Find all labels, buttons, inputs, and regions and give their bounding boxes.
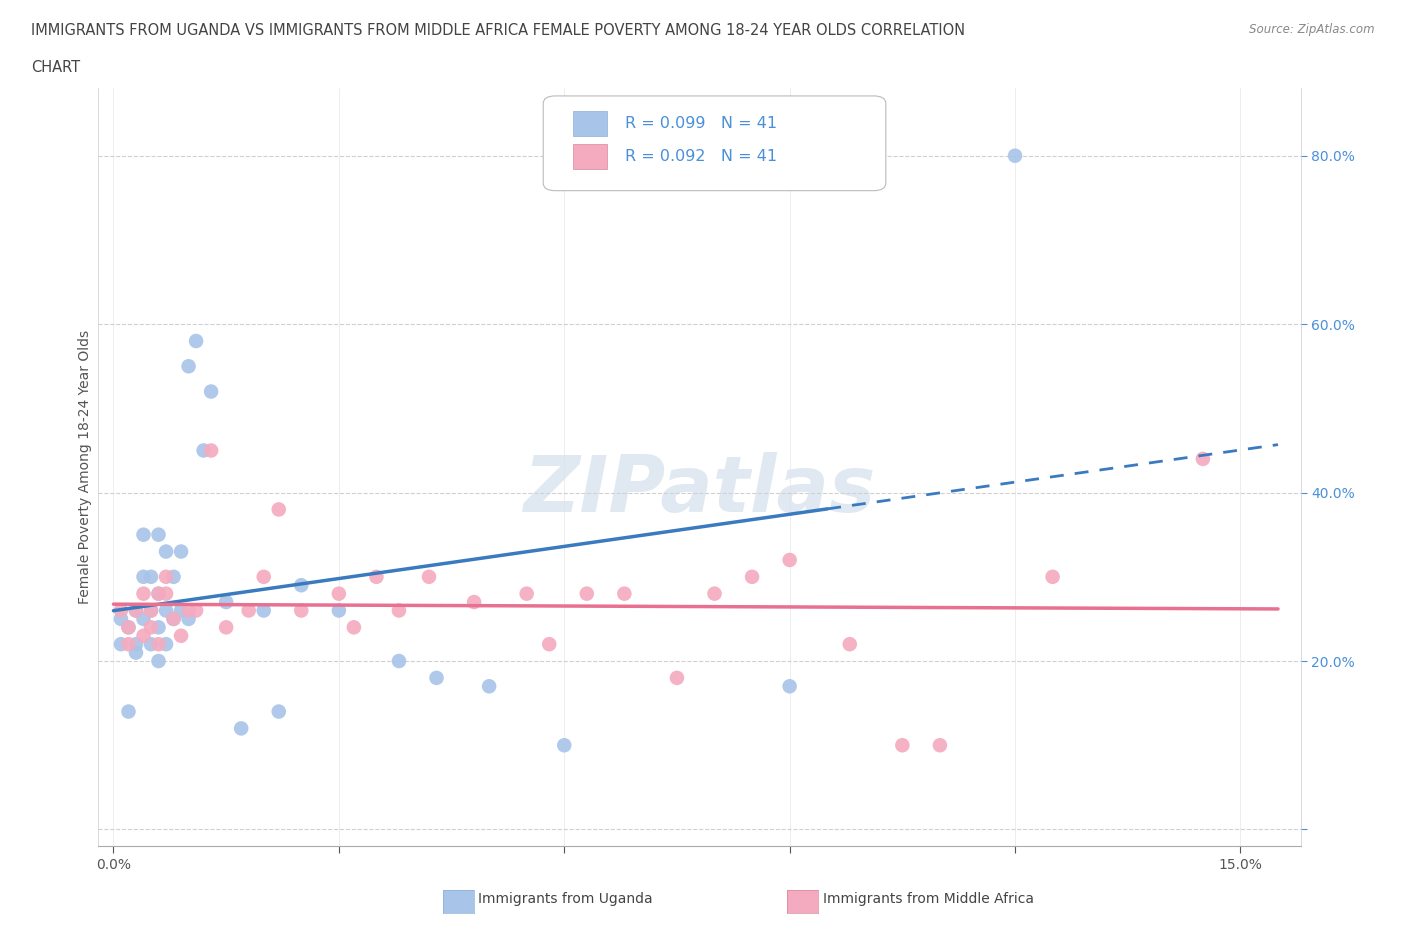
FancyBboxPatch shape bbox=[574, 144, 607, 169]
Text: R = 0.099   N = 41: R = 0.099 N = 41 bbox=[624, 116, 778, 131]
Point bbox=[267, 704, 290, 719]
Point bbox=[148, 586, 170, 601]
Point bbox=[132, 629, 155, 644]
Point bbox=[665, 671, 688, 685]
Point bbox=[703, 586, 725, 601]
Point bbox=[117, 620, 139, 635]
Point bbox=[1192, 451, 1215, 466]
Point bbox=[215, 620, 238, 635]
Point bbox=[253, 569, 276, 584]
Point bbox=[388, 603, 411, 618]
Point bbox=[575, 586, 598, 601]
Point bbox=[388, 654, 411, 669]
Point bbox=[125, 603, 148, 618]
Point bbox=[613, 586, 636, 601]
Point bbox=[170, 603, 193, 618]
Point bbox=[328, 586, 350, 601]
FancyBboxPatch shape bbox=[574, 111, 607, 136]
Point bbox=[139, 603, 162, 618]
Point bbox=[139, 637, 162, 652]
Point bbox=[155, 603, 177, 618]
Point bbox=[184, 334, 207, 349]
Point bbox=[1042, 569, 1064, 584]
Point bbox=[200, 443, 222, 458]
Point bbox=[155, 569, 177, 584]
Point bbox=[253, 603, 276, 618]
Point bbox=[155, 544, 177, 559]
Text: CHART: CHART bbox=[31, 60, 80, 75]
Point bbox=[125, 603, 148, 618]
Point bbox=[553, 737, 575, 752]
Text: Immigrants from Uganda: Immigrants from Uganda bbox=[478, 892, 652, 907]
Point bbox=[132, 569, 155, 584]
Point bbox=[148, 620, 170, 635]
Point bbox=[170, 629, 193, 644]
Point bbox=[117, 637, 139, 652]
Point bbox=[193, 443, 215, 458]
Point bbox=[1004, 148, 1026, 163]
Point bbox=[267, 502, 290, 517]
Point bbox=[125, 637, 148, 652]
Point bbox=[148, 586, 170, 601]
Point bbox=[290, 603, 312, 618]
Point bbox=[231, 721, 253, 736]
Text: ZIPatlas: ZIPatlas bbox=[523, 452, 876, 528]
Point bbox=[125, 645, 148, 660]
Point bbox=[139, 569, 162, 584]
Point bbox=[928, 737, 950, 752]
Point bbox=[838, 637, 860, 652]
Y-axis label: Female Poverty Among 18-24 Year Olds: Female Poverty Among 18-24 Year Olds bbox=[77, 330, 91, 604]
Point bbox=[200, 384, 222, 399]
Point bbox=[110, 603, 132, 618]
Point bbox=[139, 620, 162, 635]
Point bbox=[177, 359, 200, 374]
Point bbox=[891, 737, 914, 752]
Point bbox=[110, 612, 132, 627]
Point bbox=[463, 594, 485, 609]
Point bbox=[177, 612, 200, 627]
Point bbox=[418, 569, 440, 584]
Point bbox=[132, 612, 155, 627]
Point bbox=[425, 671, 447, 685]
Point bbox=[155, 586, 177, 601]
Point bbox=[741, 569, 763, 584]
Point bbox=[538, 637, 561, 652]
Point bbox=[779, 679, 801, 694]
Point bbox=[132, 586, 155, 601]
Text: Source: ZipAtlas.com: Source: ZipAtlas.com bbox=[1250, 23, 1375, 36]
Point bbox=[478, 679, 501, 694]
Point bbox=[117, 620, 139, 635]
Point bbox=[290, 578, 312, 592]
Point bbox=[215, 594, 238, 609]
Text: IMMIGRANTS FROM UGANDA VS IMMIGRANTS FROM MIDDLE AFRICA FEMALE POVERTY AMONG 18-: IMMIGRANTS FROM UGANDA VS IMMIGRANTS FRO… bbox=[31, 23, 965, 38]
Point bbox=[162, 612, 184, 627]
Point bbox=[328, 603, 350, 618]
Point bbox=[162, 612, 184, 627]
Point bbox=[148, 654, 170, 669]
Point bbox=[132, 527, 155, 542]
Point bbox=[148, 527, 170, 542]
Text: Immigrants from Middle Africa: Immigrants from Middle Africa bbox=[823, 892, 1033, 907]
Point bbox=[110, 637, 132, 652]
Point bbox=[184, 603, 207, 618]
Point bbox=[162, 569, 184, 584]
Point bbox=[155, 637, 177, 652]
Point bbox=[148, 637, 170, 652]
Point bbox=[117, 704, 139, 719]
FancyBboxPatch shape bbox=[543, 96, 886, 191]
Point bbox=[343, 620, 366, 635]
Point bbox=[177, 603, 200, 618]
Text: R = 0.092   N = 41: R = 0.092 N = 41 bbox=[624, 150, 778, 165]
Point bbox=[779, 552, 801, 567]
Point bbox=[366, 569, 388, 584]
Point bbox=[139, 603, 162, 618]
Point bbox=[238, 603, 260, 618]
Point bbox=[170, 544, 193, 559]
Point bbox=[516, 586, 538, 601]
